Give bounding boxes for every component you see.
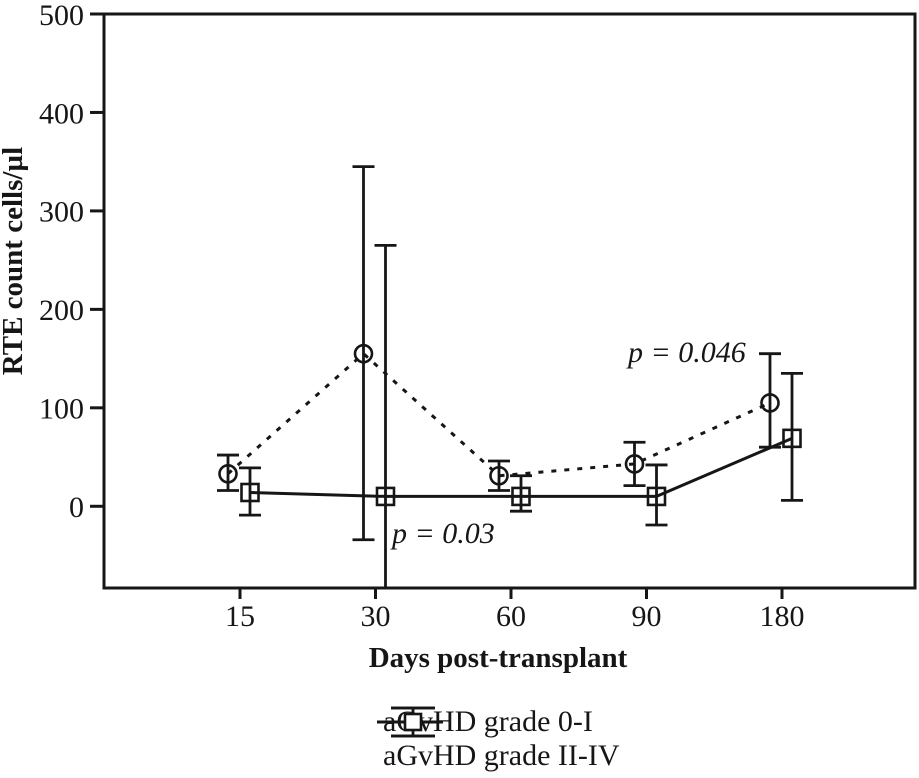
square-marker (375, 486, 396, 507)
square-marker (646, 486, 667, 507)
x-tick-label: 15 (225, 600, 255, 633)
p-value-annotation: p = 0.046 (626, 336, 746, 369)
square-marker (782, 428, 802, 449)
x-axis-label: Days post-transplant (369, 642, 628, 674)
y-tick-label: 400 (39, 97, 84, 130)
x-tick-label: 30 (361, 600, 391, 633)
square-marker (240, 482, 260, 503)
circle-marker (353, 343, 374, 364)
legend-square-marker (403, 712, 423, 732)
x-tick-label: 90 (632, 600, 662, 633)
circle-marker (218, 463, 238, 484)
circle-marker (760, 393, 780, 413)
x-tick-label: 60 (496, 600, 526, 633)
y-tick-label: 0 (69, 491, 84, 524)
square-marker (511, 486, 531, 507)
y-axis-label: RTE count cells/µl (0, 147, 29, 375)
p-value-annotation: p = 0.03 (390, 517, 495, 550)
chart-render-layer: 0 100 200 300 400 500 15 30 60 90 180 p = 0.03 p = 0… (39, 0, 917, 633)
y-tick-label: 200 (39, 294, 84, 327)
legend-key-square-icon (377, 706, 443, 738)
circle-marker (624, 454, 645, 474)
legend-item: aGvHD grade II-IV (376, 706, 620, 773)
y-tick-label: 300 (39, 196, 84, 229)
y-tick-label: 100 (39, 393, 84, 426)
series-line-solid (249, 436, 793, 498)
x-tick-label: 180 (760, 600, 805, 633)
legend: aGvHD grade 0-I aGvHD grade II-IV (376, 705, 620, 773)
legend-label: aGvHD grade II-IV (383, 739, 620, 772)
circle-marker (489, 465, 509, 486)
series-line-dashed (227, 351, 771, 478)
y-tick-label: 500 (39, 0, 84, 32)
plot-frame (102, 12, 917, 590)
